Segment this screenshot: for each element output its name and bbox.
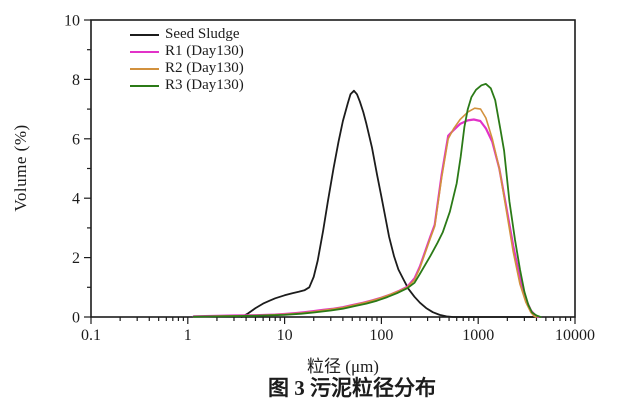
x-axis-tick-label: 0.1 bbox=[81, 327, 101, 344]
x-axis-tick-label: 1000 bbox=[462, 327, 494, 344]
x-axis-tick-label: 100 bbox=[369, 327, 393, 344]
legend-label: R3 (Day130) bbox=[165, 77, 244, 93]
legend: Seed Sludge R1 (Day130) R2 (Day130) R3 (… bbox=[130, 27, 244, 93]
legend-item-r2: R2 (Day130) bbox=[130, 61, 244, 76]
legend-item-r3: R3 (Day130) bbox=[130, 78, 244, 93]
legend-label: R2 (Day130) bbox=[165, 60, 244, 76]
legend-item-r1: R1 (Day130) bbox=[130, 44, 244, 59]
legend-label: Seed Sludge bbox=[165, 26, 240, 42]
y-axis-title: Volume (%) bbox=[11, 124, 30, 212]
x-axis-title: 粒径 (μm) bbox=[307, 357, 379, 376]
x-axis-tick-label: 10 bbox=[277, 327, 293, 344]
series-curve-seed-sludge bbox=[240, 89, 536, 318]
y-axis-tick-label: 8 bbox=[72, 72, 80, 89]
y-axis-tick-label: 10 bbox=[64, 13, 80, 30]
legend-line-swatch-seed-sludge bbox=[130, 33, 159, 36]
y-axis-tick-label: 6 bbox=[72, 131, 80, 148]
legend-line-swatch-r1 bbox=[130, 50, 159, 53]
legend-line-swatch-r3 bbox=[130, 84, 159, 87]
legend-label: R1 (Day130) bbox=[165, 43, 244, 59]
figure-caption: 图 3 污泥粒径分布 bbox=[268, 376, 436, 400]
series-curve-r3-day130 bbox=[192, 83, 542, 318]
y-axis-tick-label: 0 bbox=[72, 310, 80, 327]
series-curve-r2-day130 bbox=[192, 107, 538, 318]
y-axis-tick-label: 2 bbox=[72, 250, 80, 267]
x-axis-tick-label: 10000 bbox=[555, 327, 595, 344]
x-axis-tick-label: 1 bbox=[184, 327, 192, 344]
y-axis-tick-label: 4 bbox=[72, 191, 80, 208]
legend-line-swatch-r2 bbox=[130, 67, 159, 70]
series-curve-r1-day130 bbox=[192, 118, 540, 319]
legend-item-seed-sludge: Seed Sludge bbox=[130, 27, 244, 42]
